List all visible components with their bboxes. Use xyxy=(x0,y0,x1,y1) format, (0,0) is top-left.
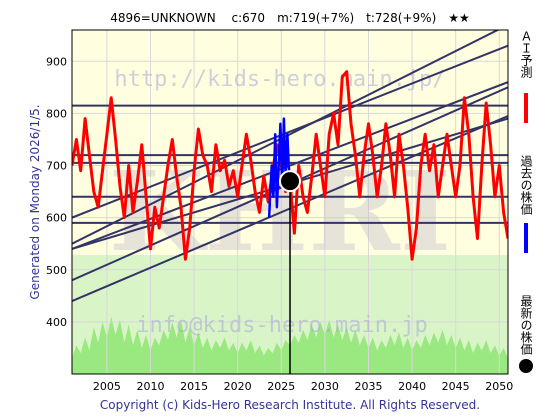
x-tick-label: 2050 xyxy=(485,380,513,393)
y-tick-label: 500 xyxy=(46,264,67,277)
copyright-notice: Copyright (c) Kids-Hero Research Institu… xyxy=(100,398,480,412)
legend-latest-label: 最新の株価 xyxy=(519,295,533,355)
trend-line xyxy=(72,30,500,245)
y-tick-label: 900 xyxy=(46,55,67,68)
x-tick-label: 2010 xyxy=(136,380,164,393)
y-tick-label: 800 xyxy=(46,107,67,120)
current-price-marker xyxy=(279,170,301,193)
url-watermark: http://kids-hero.main.jp/ xyxy=(114,67,445,92)
legend: ＡＩ予測 過去の株価 最新の株価 xyxy=(519,30,533,373)
y-tick-label: 400 xyxy=(46,316,67,329)
x-tick-label: 2030 xyxy=(311,380,339,393)
y-tick-label: 700 xyxy=(46,160,67,173)
chart-title: 4896=UNKNOWN c:670 m:719(+7%) t:728(+9%)… xyxy=(110,11,470,25)
y-tick-label: 600 xyxy=(46,212,67,225)
trend-line xyxy=(72,81,508,250)
x-tick-label: 2040 xyxy=(398,380,426,393)
x-axis-ticks: 2005 2010 2015 2020 2025 2030 2035 2040 2045 2050 xyxy=(93,380,513,393)
x-tick-label: 2045 xyxy=(442,380,470,393)
legend-past-label: 過去の株価 xyxy=(519,155,533,215)
volume-area xyxy=(72,316,508,374)
plot-frame xyxy=(71,29,509,375)
trend-lines xyxy=(72,30,508,302)
x-tick-label: 2005 xyxy=(93,380,121,393)
x-tick-label: 2025 xyxy=(267,380,295,393)
x-tick-label: 2015 xyxy=(180,380,208,393)
x-tick-label: 2035 xyxy=(354,380,382,393)
y-axis-ticks: 400 500 600 700 800 900 xyxy=(46,55,67,329)
legend-ai-label: ＡＩ予測 xyxy=(519,30,533,79)
legend-latest-swatch xyxy=(519,359,533,373)
x-tick-label: 2020 xyxy=(224,380,252,393)
generated-date-label: Generated on Monday 2026/1/5. xyxy=(28,104,42,299)
past-price-line xyxy=(267,117,292,218)
email-watermark: info@kids-hero.main.jp xyxy=(136,313,427,338)
